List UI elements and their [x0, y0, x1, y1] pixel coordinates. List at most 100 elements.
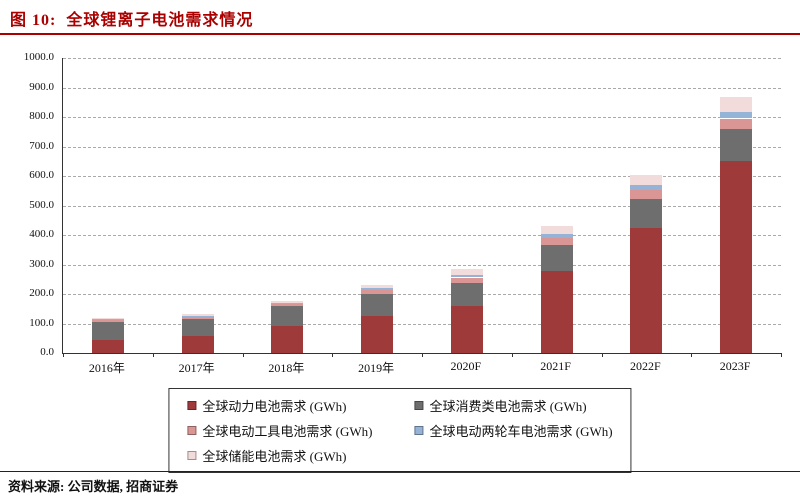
x-axis-tick-label: 2022F: [630, 359, 661, 373]
bar-segment: [540, 237, 573, 246]
figure-label: 图 10:: [10, 12, 57, 29]
y-axis-tick-label: 700.0: [29, 139, 54, 152]
gridline: [63, 264, 781, 266]
legend-marker: [414, 426, 424, 435]
x-axis-tick-label: 2019年: [358, 361, 395, 375]
bar-segment: [181, 315, 214, 317]
x-axis-tick-label: 2016年: [88, 361, 125, 375]
x-axis-tick-label: 2021F: [540, 359, 571, 373]
bar-segment: [720, 112, 753, 119]
bar-segment: [450, 306, 483, 353]
bar-segment: [450, 268, 483, 275]
gridline: [63, 117, 781, 118]
bar-segment: [720, 97, 753, 112]
bar-segment: [720, 118, 753, 129]
bar-segment: [271, 302, 304, 304]
bar-segment: [630, 198, 663, 228]
bar-segment: [181, 316, 214, 320]
x-axis-tick-label: 2018年: [268, 361, 305, 375]
bar-segment: [630, 185, 663, 190]
figure-title-text: 全球锂离子电池需求情况: [66, 12, 254, 29]
source-text: 资料来源: 公司数据, 招商证券: [8, 479, 179, 494]
gridline: [63, 323, 781, 325]
bar-segment: [361, 289, 394, 294]
bar-segment: [91, 319, 124, 321]
y-axis-tick-label: 500.0: [29, 198, 54, 211]
bar-segment: [181, 319, 214, 336]
legend-entry: 全球储能电池需求 (GWh): [187, 446, 372, 465]
gridline: [63, 235, 781, 236]
legend-label: 全球电动工具电池需求 (GWh): [202, 424, 373, 439]
y-axis-tick-label: 200.0: [29, 287, 54, 299]
bar-segment: [91, 322, 124, 340]
y-axis-tick-label: 800.0: [29, 110, 54, 122]
gridline: [63, 87, 781, 89]
legend-label: 全球动力电池需求 (GWh): [202, 399, 347, 414]
gridline: [63, 146, 781, 148]
legend: 全球动力电池需求 (GWh) 全球消费类电池需求 (GWh) 全球电动工具电池需求 …: [168, 388, 632, 473]
bar-segment: [540, 245, 573, 271]
x-axis-tick: [152, 353, 154, 357]
legend-entry: 全球消费类电池需求 (GWh): [414, 396, 613, 415]
bar-segment: [450, 274, 483, 278]
figure-header: 图 10: 全球锂离子电池需求情况: [0, 0, 800, 35]
legend-marker: [187, 401, 197, 410]
bar-segment: [361, 316, 394, 353]
bar-segment: [91, 317, 124, 320]
y-axis-tick-label: 0.0: [40, 346, 54, 358]
legend-label: 全球消费类电池需求 (GWh): [429, 399, 587, 414]
bar-segment: [271, 306, 304, 327]
x-axis-tick: [63, 353, 64, 357]
gridline: [63, 176, 781, 177]
source-divider: [0, 471, 800, 472]
bar-segment: [91, 320, 124, 323]
legend-marker: [187, 426, 197, 435]
legend-label: 全球储能电池需求 (GWh): [202, 449, 347, 464]
figure-title: 图 10: 全球锂离子电池需求情况: [10, 6, 253, 30]
gridline: [63, 294, 781, 295]
x-axis-tick: [422, 353, 423, 357]
bar-segment: [630, 174, 663, 186]
bar-segment: [630, 189, 663, 199]
y-axis-tick-label: 100.0: [29, 316, 54, 329]
x-axis-tick: [601, 353, 603, 357]
x-axis-tick: [691, 353, 693, 357]
bar-segment: [271, 303, 304, 307]
legend-marker: [414, 401, 424, 410]
bar-segment: [720, 128, 753, 161]
bar-segment: [450, 283, 483, 307]
y-axis-tick-label: 900.0: [29, 80, 54, 93]
legend-label: 全球电动两轮车电池需求 (GWh): [429, 424, 613, 439]
y-axis-tick-label: 400.0: [29, 228, 54, 240]
bar-segment: [271, 326, 304, 353]
bar-segment: [540, 225, 573, 234]
y-axis-tick-label: 300.0: [29, 257, 54, 270]
bar-segment: [181, 335, 214, 353]
bar-segment: [361, 294, 394, 317]
x-axis-tick-label: 2023F: [719, 359, 751, 373]
y-axis-tick-label: 600.0: [29, 169, 54, 181]
bar-segment: [91, 339, 124, 353]
bar-segment: [361, 284, 394, 289]
plot-area: [62, 58, 782, 357]
bar-segment: [540, 233, 573, 238]
x-axis-tick: [511, 353, 513, 357]
legend-marker: [187, 451, 197, 460]
y-axis-tick-label: 1000.0: [23, 51, 54, 63]
chart: 0.0 100.0 200.0 300.0 400.0 500.0 600.0 700.0 80…: [0, 36, 800, 386]
bar-segment: [540, 271, 573, 353]
x-axis-tick: [242, 353, 244, 357]
bar-segment: [181, 313, 214, 316]
x-axis-tick: [781, 353, 782, 357]
bar-segment: [361, 288, 394, 290]
x-axis-tick: [332, 353, 334, 357]
legend-grid: 全球动力电池需求 (GWh) 全球消费类电池需求 (GWh) 全球电动工具电池需求 …: [187, 396, 613, 465]
legend-entry: 全球电动两轮车电池需求 (GWh): [414, 421, 613, 440]
legend-entry: 全球动力电池需求 (GWh): [187, 396, 372, 415]
x-axis-tick-label: 2017年: [178, 361, 215, 375]
bar-segment: [720, 160, 753, 353]
legend-entry: 全球电动工具电池需求 (GWh): [187, 421, 373, 440]
gridline: [63, 58, 781, 59]
bar-segment: [630, 227, 663, 353]
